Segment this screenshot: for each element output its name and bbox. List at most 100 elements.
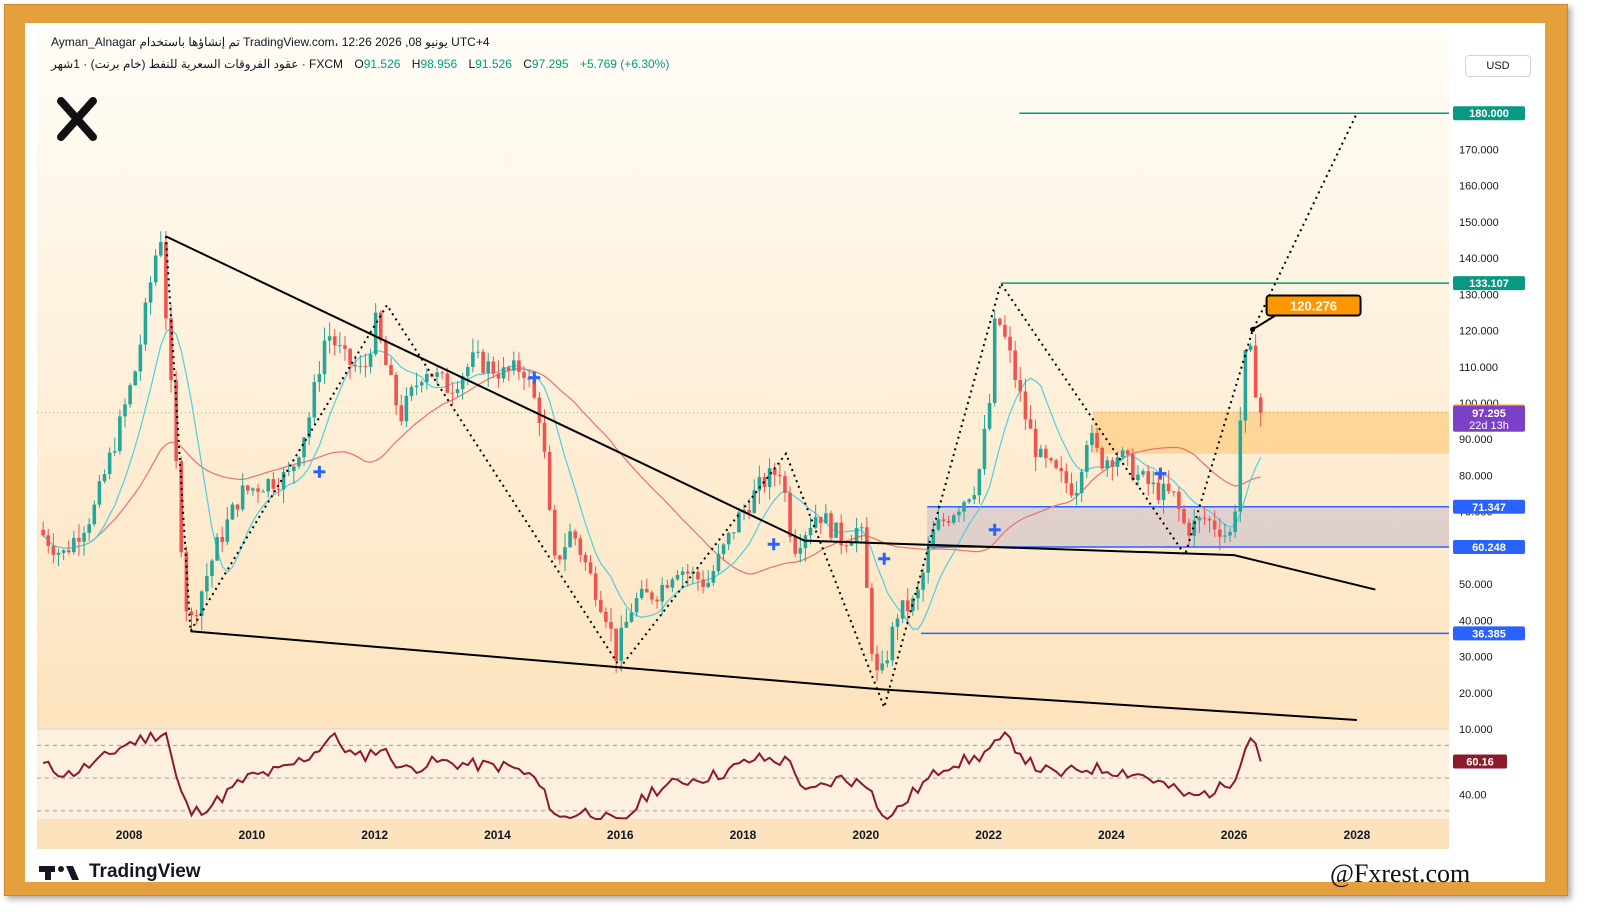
- price-axis-label: 133.107: [1469, 278, 1509, 290]
- candle-body: [998, 318, 1002, 325]
- candle: [813, 504, 818, 530]
- candle-body: [1161, 483, 1166, 500]
- candle: [716, 544, 721, 575]
- candle: [118, 409, 122, 455]
- candle: [251, 487, 255, 496]
- cross-marker: [988, 523, 1001, 536]
- candle: [1013, 340, 1017, 389]
- candle-body: [1003, 324, 1007, 337]
- candle-body: [558, 555, 562, 560]
- candle-body: [1079, 471, 1084, 494]
- candle: [977, 468, 982, 504]
- open-label: O: [354, 57, 364, 71]
- candle: [1085, 440, 1089, 478]
- candle-body: [128, 385, 132, 405]
- candle-body: [512, 360, 516, 371]
- candle-body: [578, 538, 583, 555]
- high-label: H: [411, 57, 421, 71]
- candle-body: [281, 472, 286, 490]
- candle: [967, 498, 971, 505]
- candle: [348, 347, 352, 379]
- candle: [1243, 349, 1248, 433]
- candle: [726, 531, 731, 551]
- candle-body: [808, 527, 813, 536]
- candle: [1038, 444, 1043, 458]
- candle: [895, 614, 900, 641]
- candle-body: [1131, 454, 1135, 480]
- currency-button[interactable]: USD: [1465, 55, 1531, 77]
- candle-body: [757, 477, 762, 491]
- candle-body: [752, 490, 757, 513]
- time-axis-background: [37, 819, 1449, 849]
- candle: [245, 484, 250, 495]
- candle-body: [1166, 483, 1171, 492]
- candle: [159, 231, 163, 258]
- candle: [655, 595, 659, 609]
- candle-body: [343, 345, 347, 349]
- candle-body: [1069, 483, 1074, 496]
- candle-body: [905, 600, 910, 612]
- candle: [634, 592, 639, 617]
- candle: [1064, 463, 1069, 494]
- candle-body: [348, 348, 352, 365]
- candle: [1238, 406, 1243, 523]
- rsi-pane-background: [37, 729, 1449, 819]
- candle: [1003, 315, 1007, 340]
- candle: [936, 504, 941, 532]
- y-tick-label: 30.000: [1459, 652, 1493, 664]
- candle: [737, 507, 741, 533]
- candle: [343, 336, 347, 361]
- candle: [875, 645, 879, 682]
- candle-body: [1074, 493, 1079, 496]
- candle-body: [1212, 520, 1217, 530]
- candle: [512, 351, 516, 376]
- candle: [916, 581, 920, 611]
- candle-body: [77, 537, 81, 542]
- candle-body: [1059, 467, 1064, 472]
- price-axis-label: 71.347: [1472, 502, 1506, 514]
- cross-marker: [313, 465, 326, 478]
- price-chart[interactable]: 10.00020.00030.00040.00050.00060.00070.0…: [37, 29, 1537, 853]
- candle-body: [563, 547, 567, 560]
- candle: [783, 471, 787, 502]
- candle-body: [552, 509, 557, 556]
- candle: [1258, 393, 1263, 427]
- candle-body: [394, 374, 398, 406]
- candle: [696, 568, 700, 591]
- candle-body: [153, 255, 158, 283]
- candle-body: [1085, 445, 1089, 472]
- candle-body: [66, 550, 71, 553]
- candle-body: [696, 571, 700, 580]
- x-tick-label: 2020: [852, 828, 879, 842]
- price-axis-label: 60.248: [1472, 542, 1506, 554]
- rsi-line: [42, 730, 1262, 821]
- candle: [312, 374, 317, 424]
- candle: [476, 340, 480, 359]
- candle-body: [818, 516, 823, 524]
- candle: [824, 503, 828, 524]
- candle-body: [1090, 432, 1094, 446]
- candle-body: [880, 663, 884, 671]
- candle-body: [419, 382, 424, 386]
- candle-body: [900, 600, 905, 619]
- candle: [670, 577, 675, 593]
- candle: [1223, 523, 1227, 543]
- candle-body: [501, 367, 506, 379]
- y-tick-label: 20.000: [1459, 688, 1493, 700]
- candle-body: [327, 336, 332, 341]
- candle-body: [537, 397, 542, 423]
- candle-body: [1018, 379, 1023, 392]
- candle-body: [1243, 350, 1248, 421]
- candle: [1146, 465, 1150, 496]
- candle: [563, 533, 567, 572]
- tradingview-icon: [39, 866, 79, 880]
- candle: [435, 365, 439, 385]
- candle: [297, 456, 301, 470]
- candle-body: [174, 380, 178, 462]
- candle: [501, 356, 506, 383]
- symbol-name[interactable]: عقود الفروقات السعرية للنفط (خام برنت) ·…: [51, 57, 344, 71]
- candle-body: [481, 351, 485, 373]
- candle: [522, 366, 526, 390]
- price-axis-background: [1449, 29, 1537, 849]
- tradingview-logo[interactable]: TradingView: [39, 861, 201, 883]
